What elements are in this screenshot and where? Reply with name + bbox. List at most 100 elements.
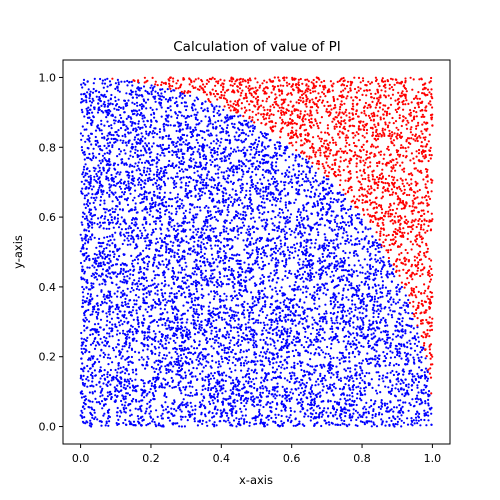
inside-point	[107, 125, 111, 128]
outside-point	[308, 155, 311, 158]
inside-point	[160, 232, 163, 235]
inside-point	[205, 421, 208, 424]
inside-point	[332, 239, 335, 242]
inside-point	[269, 172, 272, 175]
inside-point	[277, 413, 280, 416]
inside-point	[191, 361, 194, 364]
inside-point	[295, 398, 299, 401]
inside-point	[395, 335, 398, 338]
inside-point	[180, 425, 183, 428]
inside-point	[221, 348, 224, 351]
inside-point	[231, 361, 234, 364]
inside-point	[161, 386, 164, 389]
inside-point	[280, 341, 283, 344]
inside-point	[101, 282, 104, 285]
inside-point	[309, 332, 313, 335]
inside-point	[154, 292, 157, 295]
inside-point	[187, 329, 191, 332]
inside-point	[302, 394, 305, 397]
inside-point	[158, 130, 161, 133]
outside-point	[186, 91, 189, 94]
inside-point	[409, 403, 412, 407]
inside-point	[222, 228, 225, 231]
inside-point	[368, 406, 371, 409]
inside-point	[160, 239, 163, 242]
inside-point	[395, 290, 398, 293]
inside-point	[365, 401, 368, 404]
inside-point	[158, 250, 161, 253]
inside-point	[235, 210, 238, 213]
inside-point	[370, 378, 373, 381]
outside-point	[252, 95, 255, 99]
inside-point	[112, 119, 116, 122]
inside-point	[280, 329, 283, 332]
inside-point	[325, 178, 328, 181]
inside-point	[369, 227, 372, 230]
inside-point	[201, 296, 204, 299]
inside-point	[118, 324, 121, 327]
inside-point	[126, 392, 129, 395]
outside-point	[413, 255, 416, 258]
inside-point	[303, 317, 306, 320]
inside-point	[242, 239, 245, 242]
outside-point	[336, 80, 339, 83]
inside-point	[142, 257, 145, 260]
inside-point	[243, 316, 246, 319]
inside-point	[236, 171, 239, 174]
outside-point	[405, 271, 408, 274]
inside-point	[86, 375, 89, 379]
inside-point	[290, 178, 293, 181]
inside-point	[97, 330, 100, 333]
inside-point	[313, 368, 316, 371]
inside-point	[263, 176, 266, 179]
inside-point	[80, 138, 83, 141]
outside-point	[368, 199, 371, 202]
inside-point	[108, 374, 112, 377]
inside-point	[375, 320, 378, 323]
inside-point	[322, 385, 325, 388]
inside-point	[190, 297, 193, 300]
outside-point	[377, 135, 380, 138]
inside-point	[344, 346, 347, 349]
outside-point	[371, 100, 374, 103]
inside-point	[329, 189, 332, 193]
inside-point	[134, 145, 137, 148]
outside-point	[335, 143, 338, 146]
inside-point	[360, 415, 363, 418]
inside-point	[284, 393, 287, 396]
inside-point	[114, 99, 117, 103]
inside-point	[122, 386, 125, 389]
inside-point	[145, 132, 148, 135]
inside-point	[149, 155, 152, 158]
inside-point	[96, 302, 99, 305]
outside-point	[417, 219, 420, 222]
inside-point	[373, 423, 376, 426]
outside-point	[240, 102, 243, 105]
inside-point	[194, 351, 197, 354]
inside-point	[353, 336, 356, 339]
inside-point	[193, 240, 196, 243]
outside-point	[263, 87, 266, 90]
inside-point	[289, 180, 292, 183]
outside-point	[314, 155, 317, 158]
inside-point	[137, 183, 140, 186]
inside-point	[379, 287, 382, 290]
inside-point	[350, 235, 353, 238]
outside-point	[417, 223, 420, 226]
inside-point	[294, 198, 297, 201]
inside-point	[101, 251, 104, 255]
outside-point	[260, 122, 263, 125]
inside-point	[135, 309, 138, 312]
inside-point	[287, 350, 290, 353]
inside-point	[264, 190, 267, 193]
inside-point	[96, 304, 99, 307]
inside-point	[260, 219, 263, 222]
inside-point	[131, 400, 134, 403]
inside-point	[116, 406, 119, 410]
outside-point	[342, 89, 345, 92]
inside-point	[337, 262, 340, 265]
inside-point	[189, 131, 192, 134]
inside-point	[201, 272, 204, 275]
outside-point	[357, 76, 361, 79]
inside-point	[129, 328, 132, 331]
